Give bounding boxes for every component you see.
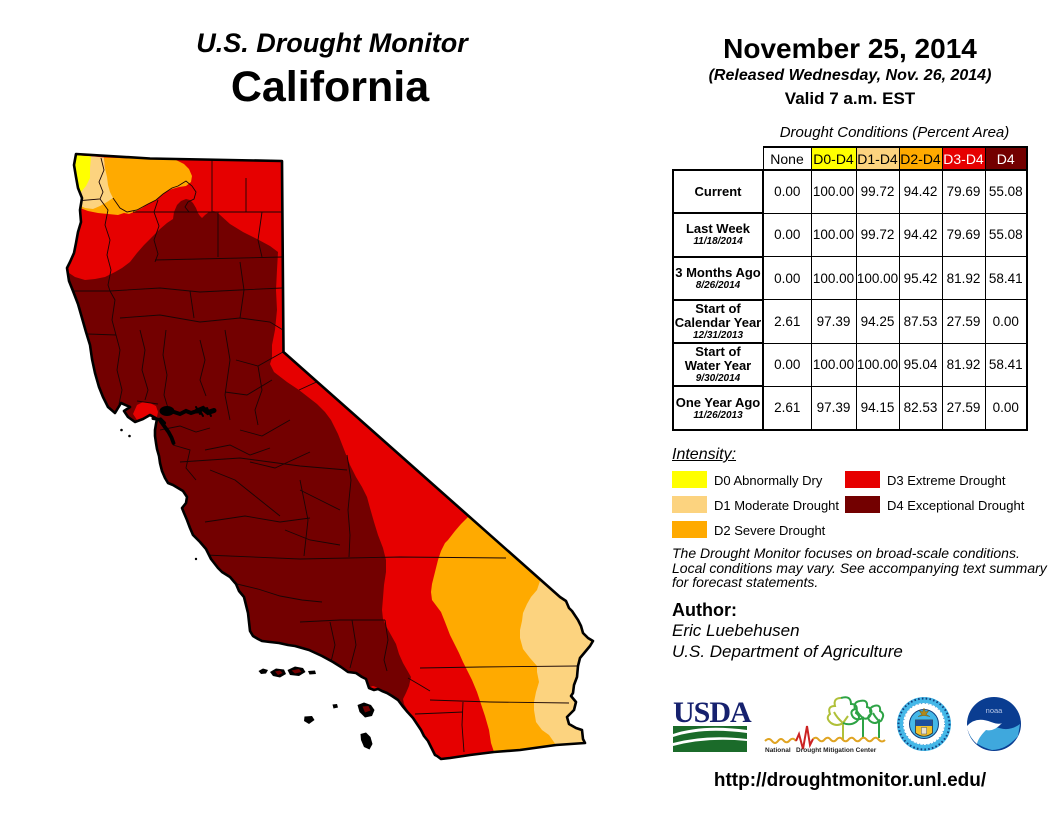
svg-text:noaa: noaa: [986, 706, 1004, 715]
svg-text:National Drought Mitigation: National Drought Mitigation Center: [765, 747, 877, 754]
